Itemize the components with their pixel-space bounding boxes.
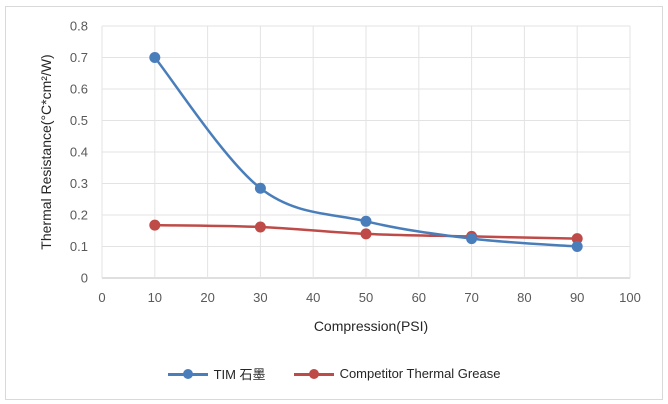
x-tick-label: 40: [306, 290, 320, 305]
y-tick-label: 0: [81, 271, 88, 286]
x-axis-title: Compression(PSI): [314, 318, 428, 334]
legend-item-tim[interactable]: TIM 石墨: [167, 364, 266, 383]
data-point-tim: [360, 215, 372, 227]
y-tick-label: 0.6: [70, 82, 88, 97]
y-tick-label: 0.5: [70, 113, 88, 128]
x-tick-label: 0: [98, 290, 105, 305]
chart-frame: [5, 6, 663, 400]
data-point-competitor: [571, 233, 583, 245]
x-tick-label: 100: [619, 290, 641, 305]
y-tick-label: 0.8: [70, 19, 88, 34]
data-point-competitor: [254, 221, 266, 233]
y-tick-label: 0.4: [70, 145, 88, 160]
legend-swatch-tim: [167, 368, 208, 379]
legend-label-competitor: Competitor Thermal Grease: [339, 366, 501, 381]
x-tick-label: 50: [359, 290, 373, 305]
data-point-competitor: [360, 228, 372, 240]
x-tick-label: 80: [517, 290, 531, 305]
x-tick-label: 20: [200, 290, 214, 305]
y-tick-label: 0.1: [70, 239, 88, 254]
x-tick-label: 30: [253, 290, 267, 305]
y-tick-label: 0.7: [70, 50, 88, 65]
legend-label-tim: TIM 石墨: [213, 367, 266, 382]
data-point-tim: [571, 241, 583, 252]
y-tick-label: 0.3: [70, 176, 88, 191]
x-tick-label: 90: [570, 290, 584, 305]
data-point-competitor: [149, 219, 161, 231]
y-tick-label: 0.2: [70, 208, 88, 223]
x-tick-label: 10: [148, 290, 162, 305]
y-axis-title: Thermal Resistance(°C*cm²/W): [38, 54, 54, 249]
data-point-tim: [254, 182, 266, 194]
x-tick-label: 60: [412, 290, 426, 305]
legend-item-competitor[interactable]: Competitor Thermal Grease: [293, 364, 501, 383]
x-tick-label: 70: [464, 290, 478, 305]
data-point-tim: [466, 233, 478, 245]
legend: TIM 石墨 Competitor Thermal Grease: [0, 364, 668, 383]
data-point-tim: [149, 52, 161, 63]
legend-swatch-competitor: [293, 368, 334, 379]
